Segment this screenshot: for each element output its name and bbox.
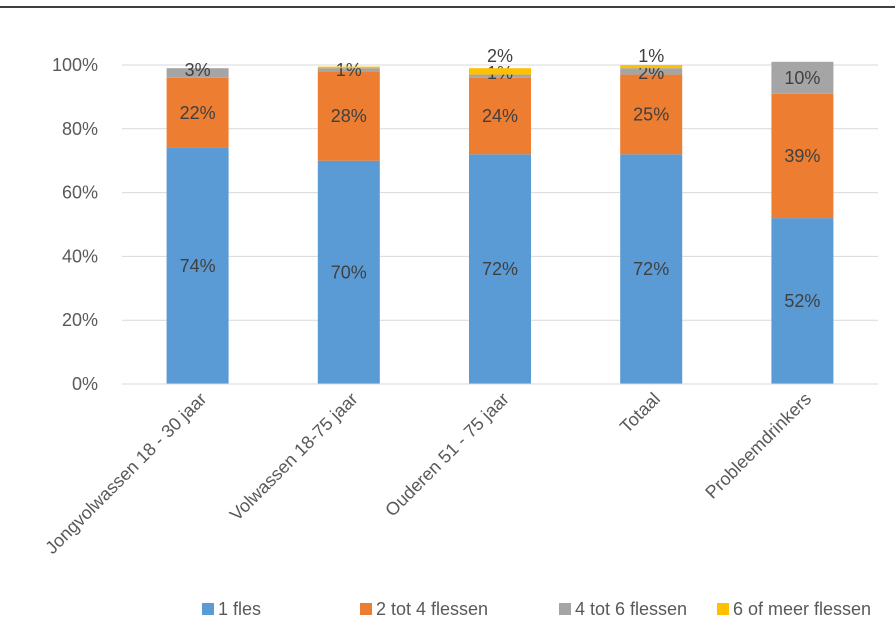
- y-tick-label: 40%: [62, 246, 98, 266]
- legend-swatch: [360, 603, 372, 615]
- data-label: 1%: [336, 60, 362, 80]
- data-label: 52%: [784, 291, 820, 311]
- x-tick-label: Totaal: [616, 389, 664, 437]
- y-tick-label: 100%: [52, 55, 98, 75]
- bar-segment: [317, 160, 380, 384]
- legend-label: 1 fles: [218, 599, 261, 619]
- y-tick-label: 20%: [62, 310, 98, 330]
- bar-segment: [469, 77, 531, 155]
- data-label: 72%: [633, 259, 669, 279]
- data-label: 28%: [331, 106, 367, 126]
- x-tick-label: Ouderen 51 - 75 jaar: [381, 389, 513, 521]
- data-label: 2%: [487, 46, 513, 66]
- legend-label: 6 of meer flessen: [733, 599, 871, 619]
- bar-segment: [469, 154, 531, 384]
- data-label: 74%: [180, 256, 216, 276]
- x-tick-label: Volwassen 18-75 jaar: [226, 389, 362, 525]
- legend-swatch: [717, 603, 729, 615]
- bar-segment: [620, 68, 683, 75]
- bar-segment: [771, 218, 834, 384]
- x-tick-label: Jongvolwassen 18 - 30 jaar: [41, 389, 210, 558]
- legend-swatch: [202, 603, 214, 615]
- data-label: 22%: [180, 103, 216, 123]
- data-label: 39%: [784, 146, 820, 166]
- bar-segment: [469, 74, 531, 78]
- x-tick-label: Probleemdrinkers: [701, 389, 815, 503]
- bar-segment: [317, 66, 380, 69]
- legend-swatch: [559, 603, 571, 615]
- bar-segment: [317, 71, 380, 161]
- legend-label: 2 tot 4 flessen: [376, 599, 488, 619]
- bar-segment: [620, 65, 683, 69]
- bar-segment: [620, 154, 683, 384]
- bar-segment: [166, 147, 229, 384]
- y-tick-label: 80%: [62, 119, 98, 139]
- legend-label: 4 tot 6 flessen: [575, 599, 687, 619]
- data-label: 1%: [638, 46, 664, 66]
- data-label: 70%: [331, 262, 367, 282]
- bar-segment: [166, 68, 229, 78]
- y-tick-label: 60%: [62, 183, 98, 203]
- bar-segment: [469, 68, 531, 75]
- bar-segment: [166, 77, 229, 148]
- data-label: 10%: [784, 68, 820, 88]
- data-label: 25%: [633, 104, 669, 124]
- bar-segment: [771, 61, 834, 94]
- y-tick-label: 0%: [72, 374, 98, 394]
- bar-segment: [771, 93, 834, 219]
- data-label: 3%: [185, 60, 211, 80]
- data-label: 72%: [482, 259, 518, 279]
- bar-segment: [317, 68, 380, 72]
- bar-segment: [620, 74, 683, 155]
- data-label: 24%: [482, 106, 518, 126]
